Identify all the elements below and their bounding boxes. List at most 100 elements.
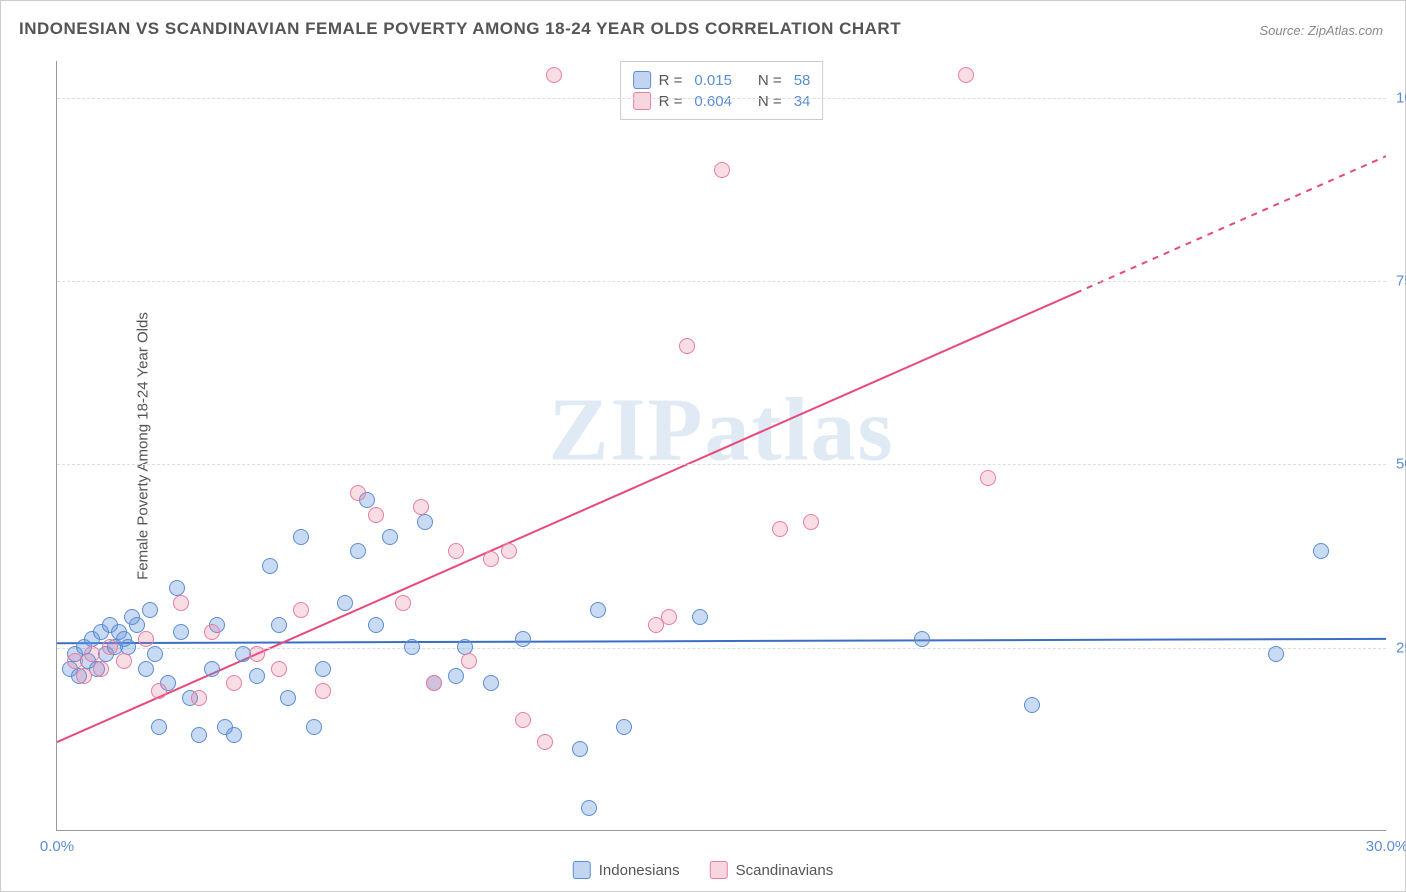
- scatter-point: [76, 668, 92, 684]
- y-tick-label: 50.0%: [1396, 456, 1406, 473]
- scatter-point: [958, 67, 974, 83]
- scatter-point: [483, 675, 499, 691]
- scatter-point: [914, 631, 930, 647]
- scatter-point: [616, 719, 632, 735]
- scatter-point: [382, 529, 398, 545]
- legend-swatch: [710, 861, 728, 879]
- legend-swatch: [573, 861, 591, 879]
- scatter-point: [483, 551, 499, 567]
- legend-series-item: Scandinavians: [710, 861, 834, 879]
- legend-series-label: Indonesians: [599, 862, 680, 879]
- scatter-point: [102, 639, 118, 655]
- scatter-point: [350, 485, 366, 501]
- scatter-point: [461, 653, 477, 669]
- scatter-point: [169, 580, 185, 596]
- scatter-point: [448, 668, 464, 684]
- scatter-point: [173, 624, 189, 640]
- scatter-point: [249, 668, 265, 684]
- legend-correlation-row: R = 0.015 N = 58: [633, 71, 811, 89]
- x-tick-label: 0.0%: [40, 838, 74, 855]
- scatter-point: [417, 514, 433, 530]
- scatter-point: [515, 631, 531, 647]
- gridline: [57, 98, 1386, 99]
- scatter-point: [151, 683, 167, 699]
- legend-correlation: R = 0.015 N = 58 R = 0.604 N = 34: [620, 61, 824, 120]
- y-tick-label: 25.0%: [1396, 639, 1406, 656]
- scatter-point: [413, 499, 429, 515]
- scatter-point: [262, 558, 278, 574]
- gridline: [57, 464, 1386, 465]
- legend-series: Indonesians Scandinavians: [573, 861, 833, 879]
- scatter-point: [124, 609, 140, 625]
- scatter-point: [315, 683, 331, 699]
- scatter-point: [173, 595, 189, 611]
- scatter-point: [306, 719, 322, 735]
- n-value: 34: [794, 93, 811, 110]
- r-value: 0.604: [694, 93, 732, 110]
- scatter-point: [120, 639, 136, 655]
- scatter-point: [546, 67, 562, 83]
- scatter-point: [293, 602, 309, 618]
- scatter-point: [426, 675, 442, 691]
- gridline: [57, 281, 1386, 282]
- scatter-point: [191, 690, 207, 706]
- r-value: 0.015: [694, 72, 732, 89]
- r-label: R =: [659, 93, 683, 110]
- scatter-point: [293, 529, 309, 545]
- scatter-point: [803, 514, 819, 530]
- x-tick-label: 30.0%: [1366, 838, 1406, 855]
- scatter-point: [271, 617, 287, 633]
- legend-series-label: Scandinavians: [736, 862, 834, 879]
- scatter-point: [457, 639, 473, 655]
- r-label: R =: [659, 72, 683, 89]
- legend-swatch: [633, 71, 651, 89]
- legend-series-item: Indonesians: [573, 861, 680, 879]
- scatter-point: [537, 734, 553, 750]
- scatter-point: [280, 690, 296, 706]
- scatter-point: [661, 609, 677, 625]
- plot-area: ZIPatlas R =0.015N =58R =0.604N =34 25.0…: [56, 61, 1386, 831]
- n-label: N =: [758, 72, 782, 89]
- scatter-point: [337, 595, 353, 611]
- scatter-point: [84, 646, 100, 662]
- scatter-point: [271, 661, 287, 677]
- scatter-point: [448, 543, 464, 559]
- scatter-point: [1268, 646, 1284, 662]
- scatter-point: [395, 595, 411, 611]
- scatter-point: [204, 624, 220, 640]
- n-label: N =: [758, 93, 782, 110]
- legend-swatch: [633, 92, 651, 110]
- scatter-point: [572, 741, 588, 757]
- scatter-point: [204, 661, 220, 677]
- scatter-point: [679, 338, 695, 354]
- scatter-point: [501, 543, 517, 559]
- scatter-point: [138, 661, 154, 677]
- scatter-point: [147, 646, 163, 662]
- source-attribution: Source: ZipAtlas.com: [1259, 23, 1383, 38]
- scatter-point: [692, 609, 708, 625]
- y-tick-label: 100.0%: [1396, 89, 1406, 106]
- scatter-point: [368, 507, 384, 523]
- chart-title: INDONESIAN VS SCANDINAVIAN FEMALE POVERT…: [19, 19, 901, 39]
- scatter-point: [226, 675, 242, 691]
- scatter-point: [138, 631, 154, 647]
- scatter-point: [151, 719, 167, 735]
- n-value: 58: [794, 72, 811, 89]
- scatter-point: [116, 653, 132, 669]
- legend-correlation-row: R = 0.604 N = 34: [633, 92, 811, 110]
- scatter-point: [1024, 697, 1040, 713]
- scatter-point: [368, 617, 384, 633]
- scatter-point: [590, 602, 606, 618]
- watermark: ZIPatlas: [548, 379, 894, 482]
- y-tick-label: 75.0%: [1396, 273, 1406, 290]
- scatter-point: [980, 470, 996, 486]
- scatter-point: [315, 661, 331, 677]
- scatter-point: [581, 800, 597, 816]
- scatter-point: [1313, 543, 1329, 559]
- scatter-point: [350, 543, 366, 559]
- scatter-point: [404, 639, 420, 655]
- scatter-point: [515, 712, 531, 728]
- scatter-point: [191, 727, 207, 743]
- scatter-point: [772, 521, 788, 537]
- scatter-point: [93, 661, 109, 677]
